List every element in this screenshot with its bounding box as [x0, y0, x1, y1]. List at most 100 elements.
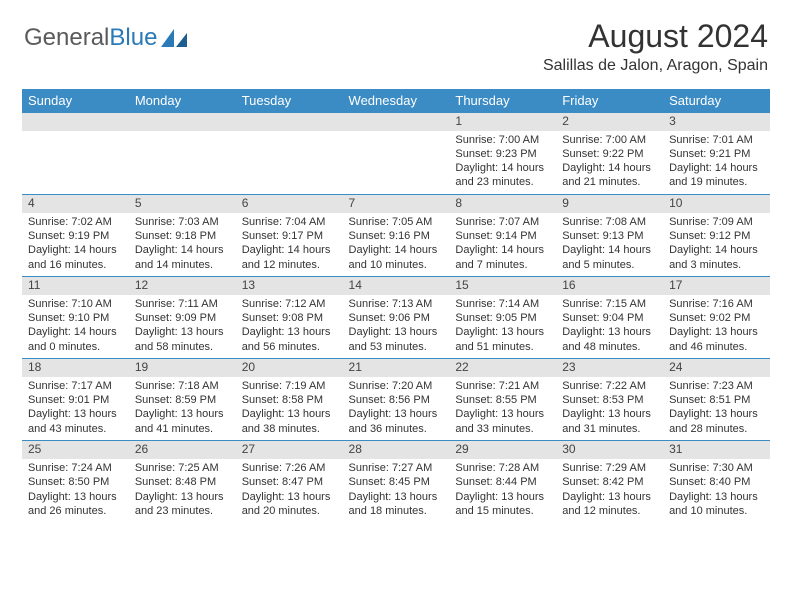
day-10-sunrise: Sunrise: 7:09 AM	[669, 215, 764, 229]
day-15-sunset: Sunset: 9:05 PM	[455, 311, 550, 325]
day-30-sunset: Sunset: 8:42 PM	[562, 475, 657, 489]
day-10-number: 10	[663, 195, 770, 213]
day-19-sunrise: Sunrise: 7:18 AM	[135, 379, 230, 393]
empty-daynum	[343, 113, 450, 131]
day-17-daylight: Daylight: 13 hours and 46 minutes.	[669, 325, 764, 354]
day-11-number: 11	[22, 277, 129, 295]
week-2-daynum-row: 11121314151617	[22, 277, 770, 295]
day-9-details: Sunrise: 7:08 AMSunset: 9:13 PMDaylight:…	[556, 213, 663, 277]
day-18-details: Sunrise: 7:17 AMSunset: 9:01 PMDaylight:…	[22, 377, 129, 441]
day-header-sunday: Sunday	[22, 89, 129, 113]
day-28-details: Sunrise: 7:27 AMSunset: 8:45 PMDaylight:…	[343, 459, 450, 523]
empty-cell	[343, 131, 450, 195]
day-17-details: Sunrise: 7:16 AMSunset: 9:02 PMDaylight:…	[663, 295, 770, 359]
day-3-daylight: Daylight: 14 hours and 19 minutes.	[669, 161, 764, 190]
location-label: Salillas de Jalon, Aragon, Spain	[543, 57, 768, 75]
month-title: August 2024	[543, 18, 768, 55]
day-6-daylight: Daylight: 14 hours and 12 minutes.	[242, 243, 337, 272]
day-24-details: Sunrise: 7:23 AMSunset: 8:51 PMDaylight:…	[663, 377, 770, 441]
day-12-sunrise: Sunrise: 7:11 AM	[135, 297, 230, 311]
day-2-sunrise: Sunrise: 7:00 AM	[562, 133, 657, 147]
day-2-sunset: Sunset: 9:22 PM	[562, 147, 657, 161]
week-3-data-row: Sunrise: 7:17 AMSunset: 9:01 PMDaylight:…	[22, 377, 770, 441]
day-4-number: 4	[22, 195, 129, 213]
week-1-data-row: Sunrise: 7:02 AMSunset: 9:19 PMDaylight:…	[22, 213, 770, 277]
day-8-details: Sunrise: 7:07 AMSunset: 9:14 PMDaylight:…	[449, 213, 556, 277]
week-4-daynum-row: 25262728293031	[22, 441, 770, 459]
week-4-data-row: Sunrise: 7:24 AMSunset: 8:50 PMDaylight:…	[22, 459, 770, 523]
day-7-daylight: Daylight: 14 hours and 10 minutes.	[349, 243, 444, 272]
logo-text-blue: Blue	[109, 24, 157, 52]
day-10-details: Sunrise: 7:09 AMSunset: 9:12 PMDaylight:…	[663, 213, 770, 277]
day-21-daylight: Daylight: 13 hours and 36 minutes.	[349, 407, 444, 436]
day-25-daylight: Daylight: 13 hours and 26 minutes.	[28, 490, 123, 519]
day-24-sunset: Sunset: 8:51 PM	[669, 393, 764, 407]
day-31-number: 31	[663, 441, 770, 459]
day-26-daylight: Daylight: 13 hours and 23 minutes.	[135, 490, 230, 519]
day-8-sunrise: Sunrise: 7:07 AM	[455, 215, 550, 229]
day-23-sunset: Sunset: 8:53 PM	[562, 393, 657, 407]
empty-daynum	[22, 113, 129, 131]
day-4-details: Sunrise: 7:02 AMSunset: 9:19 PMDaylight:…	[22, 213, 129, 277]
day-28-number: 28	[343, 441, 450, 459]
day-11-details: Sunrise: 7:10 AMSunset: 9:10 PMDaylight:…	[22, 295, 129, 359]
day-8-number: 8	[449, 195, 556, 213]
day-26-sunset: Sunset: 8:48 PM	[135, 475, 230, 489]
day-17-number: 17	[663, 277, 770, 295]
empty-cell	[129, 131, 236, 195]
day-25-sunset: Sunset: 8:50 PM	[28, 475, 123, 489]
day-3-sunset: Sunset: 9:21 PM	[669, 147, 764, 161]
day-20-details: Sunrise: 7:19 AMSunset: 8:58 PMDaylight:…	[236, 377, 343, 441]
day-26-details: Sunrise: 7:25 AMSunset: 8:48 PMDaylight:…	[129, 459, 236, 523]
day-24-sunrise: Sunrise: 7:23 AM	[669, 379, 764, 393]
day-17-sunset: Sunset: 9:02 PM	[669, 311, 764, 325]
day-7-number: 7	[343, 195, 450, 213]
day-header-monday: Monday	[129, 89, 236, 113]
day-29-sunset: Sunset: 8:44 PM	[455, 475, 550, 489]
logo-sail-icon	[161, 29, 187, 47]
day-27-details: Sunrise: 7:26 AMSunset: 8:47 PMDaylight:…	[236, 459, 343, 523]
day-22-sunset: Sunset: 8:55 PM	[455, 393, 550, 407]
day-10-sunset: Sunset: 9:12 PM	[669, 229, 764, 243]
day-16-sunset: Sunset: 9:04 PM	[562, 311, 657, 325]
day-header-tuesday: Tuesday	[236, 89, 343, 113]
day-header-thursday: Thursday	[449, 89, 556, 113]
day-header-friday: Friday	[556, 89, 663, 113]
day-5-sunrise: Sunrise: 7:03 AM	[135, 215, 230, 229]
day-19-details: Sunrise: 7:18 AMSunset: 8:59 PMDaylight:…	[129, 377, 236, 441]
week-3-daynum-row: 18192021222324	[22, 359, 770, 377]
day-25-details: Sunrise: 7:24 AMSunset: 8:50 PMDaylight:…	[22, 459, 129, 523]
day-15-number: 15	[449, 277, 556, 295]
day-14-sunrise: Sunrise: 7:13 AM	[349, 297, 444, 311]
day-9-sunset: Sunset: 9:13 PM	[562, 229, 657, 243]
day-30-number: 30	[556, 441, 663, 459]
day-9-daylight: Daylight: 14 hours and 5 minutes.	[562, 243, 657, 272]
title-block: August 2024 Salillas de Jalon, Aragon, S…	[543, 18, 768, 75]
day-16-details: Sunrise: 7:15 AMSunset: 9:04 PMDaylight:…	[556, 295, 663, 359]
day-20-sunrise: Sunrise: 7:19 AM	[242, 379, 337, 393]
day-15-daylight: Daylight: 13 hours and 51 minutes.	[455, 325, 550, 354]
day-13-daylight: Daylight: 13 hours and 56 minutes.	[242, 325, 337, 354]
day-11-sunrise: Sunrise: 7:10 AM	[28, 297, 123, 311]
day-4-sunset: Sunset: 9:19 PM	[28, 229, 123, 243]
day-22-details: Sunrise: 7:21 AMSunset: 8:55 PMDaylight:…	[449, 377, 556, 441]
day-21-details: Sunrise: 7:20 AMSunset: 8:56 PMDaylight:…	[343, 377, 450, 441]
day-26-sunrise: Sunrise: 7:25 AM	[135, 461, 230, 475]
week-2-data-row: Sunrise: 7:10 AMSunset: 9:10 PMDaylight:…	[22, 295, 770, 359]
day-28-sunrise: Sunrise: 7:27 AM	[349, 461, 444, 475]
day-8-daylight: Daylight: 14 hours and 7 minutes.	[455, 243, 550, 272]
day-3-sunrise: Sunrise: 7:01 AM	[669, 133, 764, 147]
day-3-number: 3	[663, 113, 770, 131]
day-5-number: 5	[129, 195, 236, 213]
day-6-details: Sunrise: 7:04 AMSunset: 9:17 PMDaylight:…	[236, 213, 343, 277]
day-2-details: Sunrise: 7:00 AMSunset: 9:22 PMDaylight:…	[556, 131, 663, 195]
day-16-sunrise: Sunrise: 7:15 AM	[562, 297, 657, 311]
empty-cell	[236, 131, 343, 195]
day-21-sunset: Sunset: 8:56 PM	[349, 393, 444, 407]
day-23-details: Sunrise: 7:22 AMSunset: 8:53 PMDaylight:…	[556, 377, 663, 441]
day-2-number: 2	[556, 113, 663, 131]
day-11-daylight: Daylight: 14 hours and 0 minutes.	[28, 325, 123, 354]
day-24-daylight: Daylight: 13 hours and 28 minutes.	[669, 407, 764, 436]
day-31-sunset: Sunset: 8:40 PM	[669, 475, 764, 489]
day-18-sunset: Sunset: 9:01 PM	[28, 393, 123, 407]
